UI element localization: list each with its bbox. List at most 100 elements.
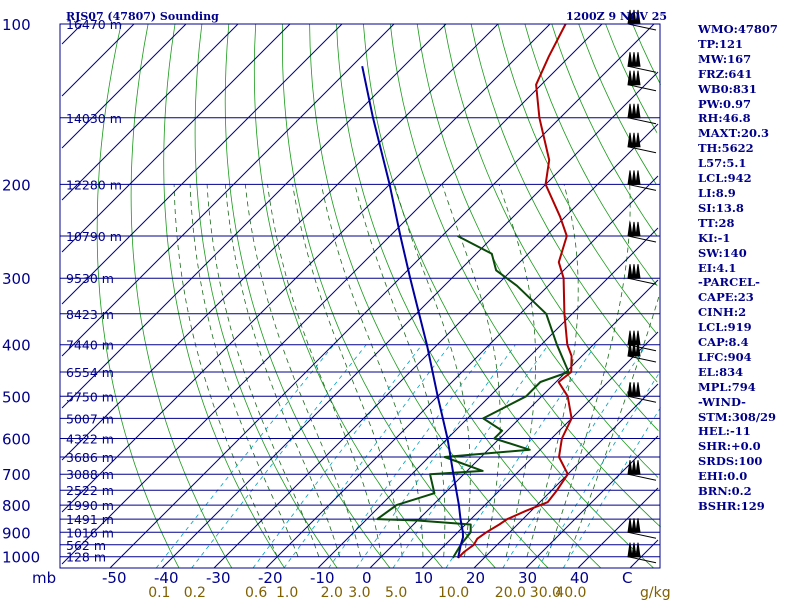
isotherm-line	[61, 23, 447, 409]
index-line: STM:308/29	[698, 409, 777, 424]
temperature-tick-label: C	[622, 569, 632, 587]
height-label: 9530 m	[66, 271, 114, 286]
index-line: LFC:904	[698, 349, 752, 364]
mixing-ratio-line	[252, 344, 423, 569]
index-line: BRN:0.2	[698, 484, 752, 499]
index-line: MPL:794	[698, 379, 756, 394]
wind-barb	[627, 132, 657, 154]
dry-adiabat	[309, 23, 549, 569]
mixing-ratio-line	[155, 344, 335, 569]
pressure-unit-label: mb	[32, 569, 56, 587]
pressure-label: 700	[2, 466, 31, 484]
height-label: 7440 m	[66, 338, 114, 353]
index-line: LI:8.9	[698, 185, 736, 200]
mixing-ratio-line	[445, 344, 597, 569]
isotherm-line	[61, 23, 551, 513]
chart-title: RJS07 (47807) Sounding	[66, 10, 219, 23]
isotherm-line	[61, 23, 187, 149]
dry-adiabat	[363, 23, 654, 569]
index-line: RH:46.8	[698, 111, 751, 126]
wind-barb	[627, 341, 657, 363]
dewpoint-profile	[376, 235, 570, 559]
height-label: 128 m	[66, 550, 106, 565]
height-label: 5007 m	[66, 411, 114, 426]
pressure-label: 800	[2, 497, 31, 515]
wind-barb	[627, 170, 657, 191]
mixing-ratio-line	[328, 344, 491, 569]
index-line: HEL:-11	[698, 424, 751, 439]
index-line: CAPE:23	[698, 290, 754, 305]
index-line: EI:4.1	[698, 260, 737, 275]
dry-adiabat	[163, 23, 285, 569]
dry-adiabat	[416, 23, 659, 478]
index-line: EHI:0.0	[698, 469, 748, 484]
temperature-tick-label: -30	[206, 569, 231, 587]
index-line: MW:167	[698, 51, 752, 66]
mixing-ratio-label: 1.0	[276, 585, 298, 600]
isotherm-line	[61, 23, 135, 97]
mixing-ratio-label: 2.0	[321, 585, 343, 600]
index-line: BSHR:129	[698, 499, 765, 513]
index-line: TP:121	[698, 36, 744, 51]
index-line: TT:28	[698, 215, 735, 230]
pressure-label: 100	[2, 16, 31, 34]
index-line: TH:5622	[698, 141, 754, 156]
wind-barb	[627, 460, 657, 481]
index-line: FRZ:641	[698, 66, 753, 81]
height-label: 10790 m	[66, 229, 122, 244]
isotherm-line	[525, 435, 659, 569]
isotherm-line	[109, 23, 655, 569]
temperature-tick-label: 30	[518, 569, 537, 587]
dry-adiabat	[194, 23, 338, 569]
index-line: CINH:2	[698, 305, 747, 320]
dry-adiabat	[497, 23, 657, 334]
isotherm-line	[61, 23, 395, 357]
dry-adiabat	[130, 23, 233, 569]
wind-barb	[627, 518, 657, 539]
index-line: SRDS:100	[698, 454, 763, 469]
moist-adiabat	[244, 184, 361, 557]
index-line: EL:834	[698, 364, 744, 379]
height-label: 6554 m	[66, 365, 114, 380]
index-line: KI:-1	[698, 230, 731, 245]
mixing-ratio-line	[562, 407, 661, 569]
index-line: L57:5.1	[698, 156, 747, 171]
index-line: SI:13.8	[698, 200, 744, 215]
index-line: WMO:47807	[698, 22, 778, 36]
mixing-ratio-label: 10.0	[438, 585, 469, 600]
index-line: WB0:831	[698, 81, 757, 96]
dry-adiabat	[632, 23, 661, 85]
pressure-label: 600	[2, 431, 31, 449]
indices-panel: WMO:47807 TP:121 MW:167 FRZ:641 WB0:831 PW:0.…	[698, 22, 798, 514]
height-label: 4322 m	[66, 432, 114, 447]
index-line: SHR:+0.0	[698, 439, 761, 454]
temperature-profile	[457, 23, 573, 559]
height-label: 1016 m	[66, 525, 114, 540]
isotherm-line	[577, 487, 659, 569]
mixing-ratio-label: 0.2	[184, 585, 206, 600]
pressure-label: 500	[2, 388, 31, 406]
height-label: 1491 m	[66, 512, 114, 527]
height-label: 5750 m	[66, 389, 114, 404]
index-line: LCL:919	[698, 320, 752, 335]
mixing-ratio-label: 20.0	[495, 585, 526, 600]
mixing-ratio-label: 0.1	[148, 585, 170, 600]
height-label: 12280 m	[66, 177, 122, 192]
isotherm-line	[161, 71, 659, 569]
parcel-profile	[361, 65, 464, 559]
pressure-label: 400	[2, 337, 31, 355]
mixing-ratio-label: 30.0	[530, 585, 561, 600]
isotherm-line	[61, 23, 291, 253]
mixing-ratio-line	[355, 344, 516, 569]
wind-barb	[627, 264, 657, 285]
height-label: 1990 m	[66, 498, 114, 513]
mixing-ratio-line	[283, 344, 451, 569]
temperature-tick-label: 40	[570, 569, 589, 587]
moist-adiabat	[547, 184, 631, 557]
temperature-tick-label: 0	[362, 569, 372, 587]
pressure-label: 200	[2, 176, 31, 194]
index-line: LCL:942	[698, 171, 752, 186]
temperature-tick-label: -10	[310, 569, 335, 587]
wind-barb	[627, 221, 657, 243]
moist-adiabat	[568, 292, 661, 557]
